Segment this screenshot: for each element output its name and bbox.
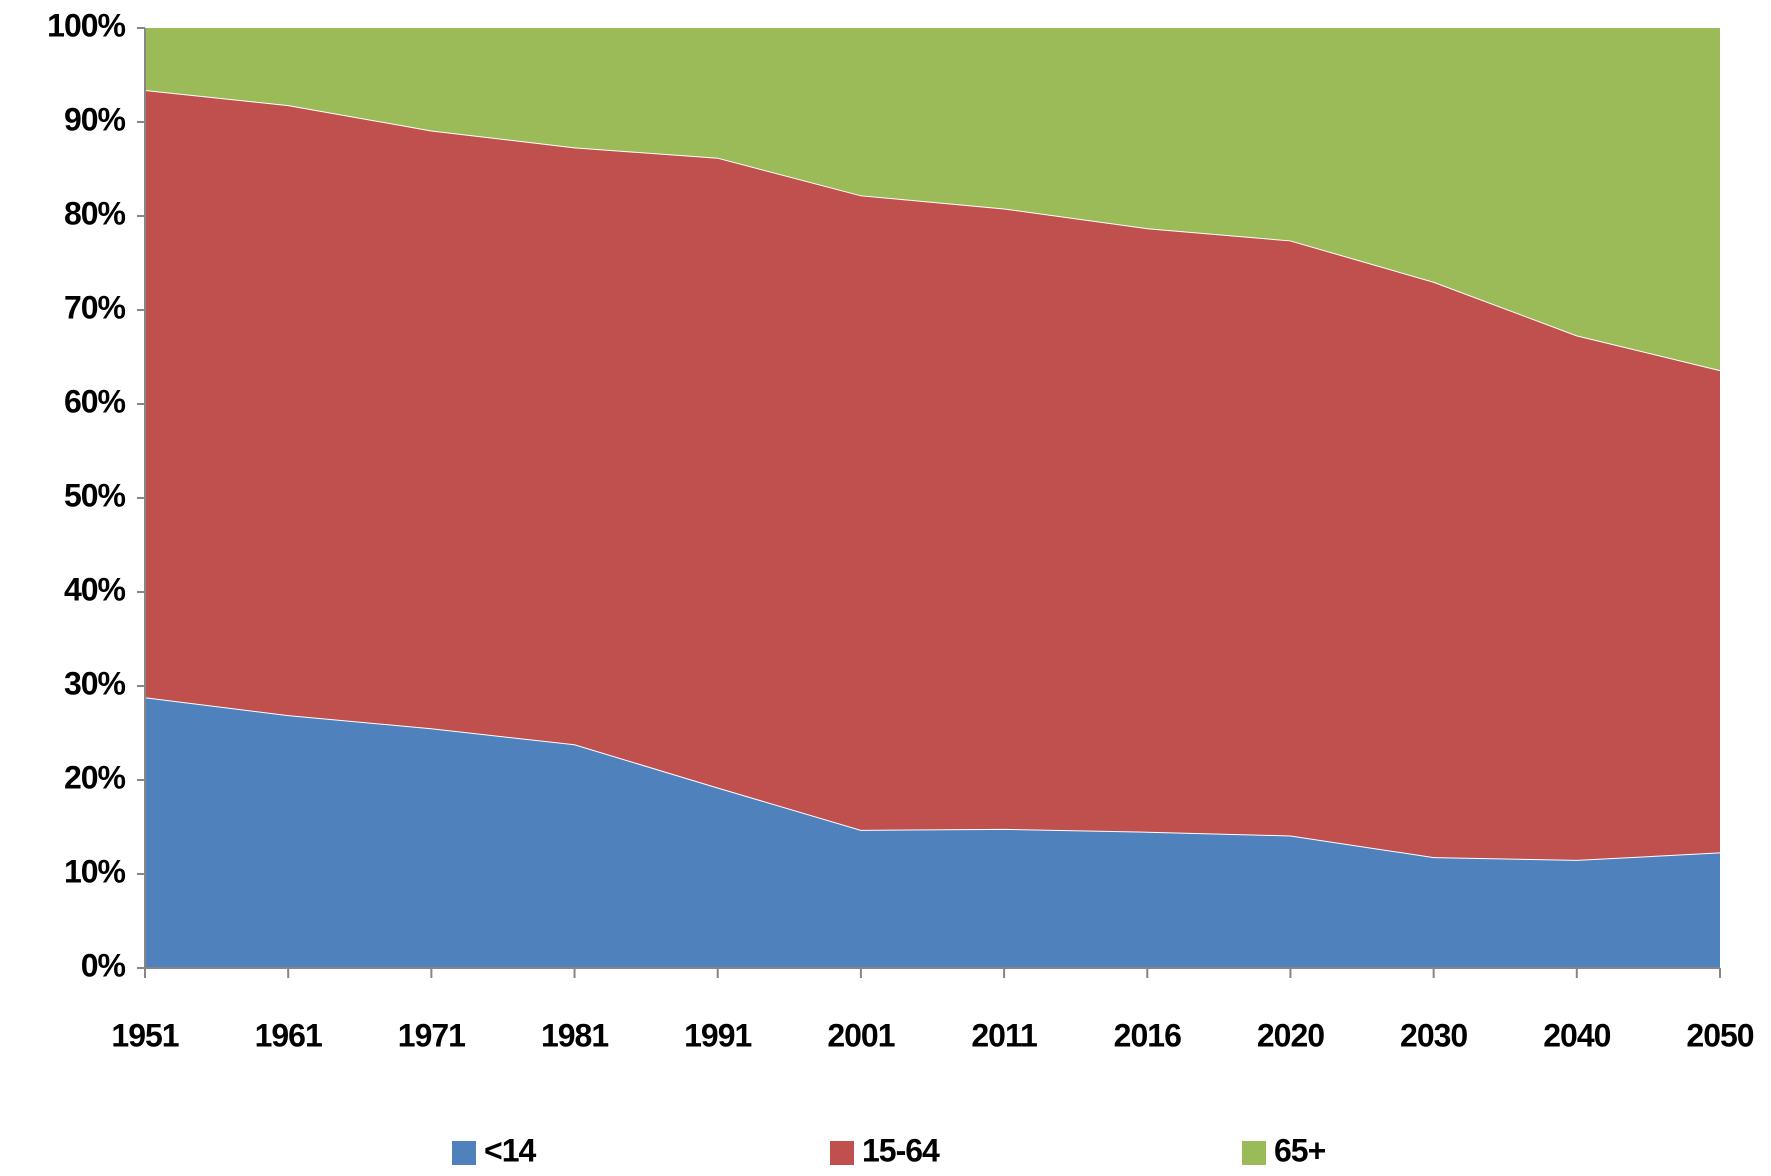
x-tick-label: 2016 <box>1114 1017 1181 1053</box>
y-tick-label: 20% <box>64 759 126 795</box>
x-tick-label: 2020 <box>1257 1017 1324 1053</box>
area <box>145 697 1720 968</box>
y-tick-label: 70% <box>64 289 126 325</box>
x-tick-label: 2050 <box>1686 1017 1753 1053</box>
x-tick-label: 2040 <box>1543 1017 1610 1053</box>
legend-label: <14 <box>484 1132 536 1168</box>
legend-label: 65+ <box>1274 1132 1326 1168</box>
legend-label: 15-64 <box>862 1132 940 1168</box>
y-tick-label: 40% <box>64 571 126 607</box>
y-tick-label: 90% <box>64 101 126 137</box>
x-tick-label: 1951 <box>111 1017 178 1053</box>
y-tick-label: 60% <box>64 383 126 419</box>
legend-swatch <box>830 1141 854 1165</box>
x-tick-label: 2001 <box>827 1017 894 1053</box>
y-tick-label: 100% <box>47 7 125 43</box>
y-tick-label: 10% <box>64 853 126 889</box>
x-tick-label: 1991 <box>684 1017 751 1053</box>
area <box>145 28 1720 371</box>
legend-swatch <box>452 1141 476 1165</box>
x-tick-label: 2011 <box>971 1017 1037 1053</box>
y-tick-label: 30% <box>64 665 126 701</box>
legend-swatch <box>1242 1141 1266 1165</box>
area <box>145 90 1720 860</box>
y-tick-label: 50% <box>64 477 126 513</box>
x-tick-label: 1981 <box>541 1017 608 1053</box>
x-tick-label: 1971 <box>398 1017 465 1053</box>
y-tick-label: 80% <box>64 195 126 231</box>
x-tick-label: 2030 <box>1400 1017 1467 1053</box>
x-tick-label: 1961 <box>255 1017 322 1053</box>
y-tick-label: 0% <box>81 947 126 983</box>
